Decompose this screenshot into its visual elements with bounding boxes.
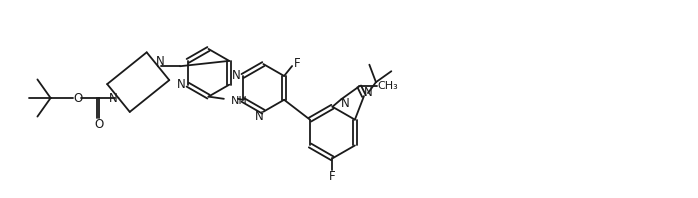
Text: NH: NH	[231, 96, 248, 106]
Text: O: O	[73, 91, 82, 105]
Text: N: N	[364, 86, 372, 99]
Text: N: N	[177, 78, 186, 91]
Text: N: N	[341, 96, 350, 109]
Text: CH₃: CH₃	[378, 81, 398, 91]
Text: N: N	[232, 69, 241, 82]
Text: N: N	[156, 55, 164, 68]
Text: N: N	[109, 91, 118, 105]
Text: O: O	[95, 118, 104, 131]
Text: N: N	[255, 110, 264, 123]
Text: F: F	[294, 57, 300, 69]
Text: F: F	[329, 170, 336, 183]
